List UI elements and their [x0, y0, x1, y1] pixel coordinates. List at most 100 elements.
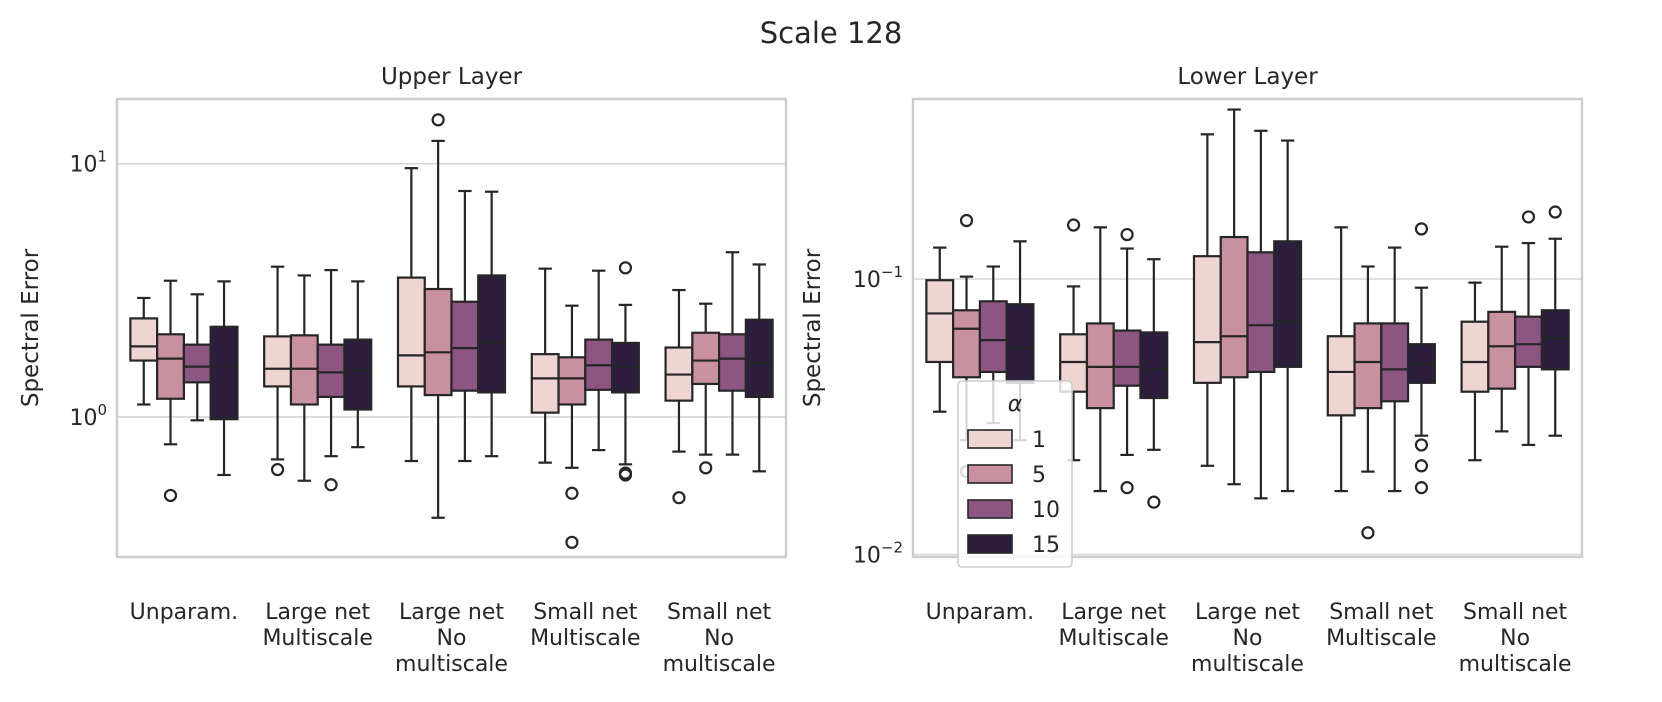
outlier-point	[565, 535, 579, 549]
box	[691, 331, 721, 386]
figure-title: Scale 128	[760, 16, 903, 50]
legend-entry-label: 1	[1032, 428, 1046, 453]
y-tick-exponent: 1	[97, 148, 107, 166]
box-group-3-alpha-1	[1326, 226, 1356, 493]
y-tick-label: 101	[69, 148, 107, 178]
box	[1353, 322, 1383, 410]
outlier-point	[565, 486, 579, 500]
x-tick-label-line: Small net	[1463, 600, 1568, 625]
box	[1219, 235, 1249, 379]
box-group-4-alpha-5	[1487, 245, 1517, 433]
outlier-point	[1414, 459, 1429, 473]
box	[530, 353, 560, 414]
box-group-0-alpha-5	[156, 279, 185, 503]
box	[450, 300, 480, 392]
x-tick-label: Unparam.	[926, 600, 1034, 625]
x-tick-label-line: Multiscale	[262, 626, 372, 651]
x-tick-label-line: Large net	[399, 600, 504, 625]
box	[744, 318, 774, 399]
x-tick-label-line: Multiscale	[1326, 626, 1436, 651]
outlier-point	[672, 491, 686, 505]
box	[156, 333, 185, 400]
box	[978, 300, 1008, 374]
box	[1513, 315, 1543, 368]
panel-title: Upper Layer	[381, 64, 523, 90]
box-group-1-alpha-5	[289, 274, 319, 482]
box-group-0-alpha-15	[1005, 240, 1035, 442]
box	[1246, 251, 1276, 374]
x-tick-label-line: Unparam.	[130, 600, 238, 625]
box-group-4-alpha-15	[1540, 205, 1570, 437]
x-tick-label: Large net No multiscale	[395, 600, 508, 677]
axes-frame	[911, 97, 1584, 559]
outlier-point	[1414, 438, 1429, 452]
box	[557, 356, 587, 406]
box-group-4-alpha-1	[1460, 281, 1490, 462]
x-tick-label-line: multiscale	[395, 652, 508, 677]
box-group-0-alpha-10	[182, 293, 212, 422]
box	[423, 287, 453, 397]
y-tick-base: 10	[853, 544, 881, 569]
box-group-1-alpha-15	[1139, 258, 1169, 509]
outlier-point	[1548, 205, 1562, 219]
x-tick-label-line: No	[1500, 626, 1530, 651]
box-group-1-alpha-15	[343, 280, 373, 449]
x-tick-label-line: Small net	[533, 600, 638, 625]
box	[477, 274, 507, 394]
box	[396, 276, 426, 388]
outlier-point	[1147, 495, 1161, 509]
outlier-point	[618, 261, 633, 275]
box-group-3-alpha-5	[1353, 265, 1383, 540]
box-group-2-alpha-15	[1273, 139, 1303, 493]
box-group-0-alpha-1	[129, 296, 159, 406]
box-group-0-alpha-10	[978, 265, 1008, 425]
legend-swatch	[967, 499, 1013, 519]
box	[1487, 310, 1517, 390]
x-tick-label-line: multiscale	[1459, 652, 1572, 677]
outlier-point	[270, 462, 285, 477]
y-tick-label: 10−2	[853, 539, 903, 569]
box	[717, 333, 747, 392]
x-tick-label-line: Unparam.	[926, 600, 1034, 625]
x-tick-label-line: No	[704, 626, 734, 651]
outlier-point	[324, 478, 338, 492]
x-tick-label-line: Large net	[265, 600, 370, 625]
box	[1326, 335, 1356, 417]
box	[1139, 331, 1169, 400]
box-group-1-alpha-10	[1112, 227, 1142, 495]
x-tick-label-line: Small net	[1329, 600, 1434, 625]
box	[209, 325, 239, 421]
outlier-point	[163, 488, 178, 503]
box-group-1-alpha-10	[316, 269, 346, 492]
box-group-4-alpha-10	[717, 251, 747, 456]
box	[129, 317, 159, 362]
x-tick-label-line: Large net	[1061, 600, 1166, 625]
box-group-3-alpha-15	[610, 261, 640, 482]
x-tick-label-line: Multiscale	[1058, 626, 1168, 651]
box-group-3-alpha-10	[584, 269, 614, 452]
legend-entry-label: 5	[1032, 463, 1046, 488]
outlier-point	[1414, 481, 1429, 495]
outlier-point	[1066, 218, 1081, 232]
y-tick-exponent: −2	[881, 539, 903, 557]
x-tick-label-line: Multiscale	[530, 626, 640, 651]
box-group-0-alpha-15	[209, 280, 239, 477]
outlier-point	[618, 468, 633, 482]
box	[925, 279, 955, 364]
axes-frame	[115, 97, 788, 559]
x-tick-label-line: No	[1233, 626, 1263, 651]
outlier-point	[1120, 481, 1134, 495]
box	[1273, 240, 1303, 368]
box	[289, 334, 319, 406]
legend-swatch	[967, 464, 1013, 484]
box-group-2-alpha-10	[450, 189, 480, 463]
box-group-2-alpha-5	[423, 113, 453, 519]
box-group-4-alpha-1	[664, 288, 694, 505]
outlier-point	[1361, 526, 1375, 540]
y-tick-label: 100	[69, 401, 107, 431]
outlier-point	[1521, 210, 1536, 224]
